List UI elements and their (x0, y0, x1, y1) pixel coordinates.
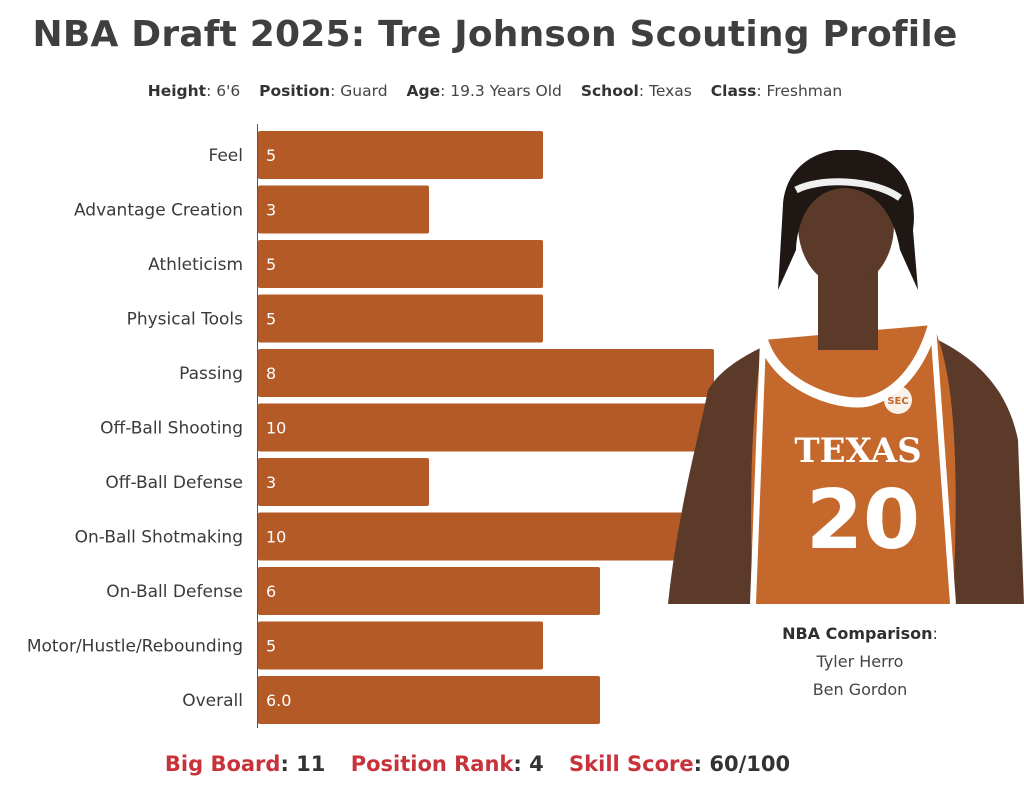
player-photo: SEC TEXAS 20 (668, 150, 1024, 604)
value-label-off-ball-defense: 3 (266, 473, 276, 492)
category-label-physical-tools: Physical Tools (127, 310, 244, 330)
bar-feel (258, 131, 543, 179)
bar-off-ball-shooting (258, 403, 828, 452)
value-label-off-ball-shooting: 10 (266, 419, 286, 438)
comparison-player-1: Tyler Herro (816, 652, 904, 671)
footer-skill-score: Skill Score: 60/100 (569, 752, 791, 776)
value-label-passing: 8 (266, 364, 276, 383)
jersey-text: TEXAS (794, 431, 921, 471)
badge-text: SEC (887, 396, 908, 407)
value-label-feel: 5 (266, 146, 276, 165)
value-label-on-ball-defense: 6 (266, 582, 276, 601)
bar-advantage-creation (258, 185, 429, 234)
profile-meta: Height: 6'6 Position: Guard Age: 19.3 Ye… (0, 82, 990, 100)
meta-school: School: Texas (580, 82, 692, 100)
bar-overall (258, 676, 600, 724)
comparison-player-2: Ben Gordon (812, 680, 908, 699)
meta-class: Class: Freshman (710, 82, 843, 100)
category-label-on-ball-shotmaking: On-Ball Shotmaking (75, 528, 243, 548)
comparison-heading: NBA Comparison: (782, 624, 938, 643)
bar-athleticism (258, 240, 543, 288)
category-label-feel: Feel (209, 146, 244, 166)
category-label-off-ball-shooting: Off-Ball Shooting (100, 419, 243, 439)
meta-height: Height: 6'6 (147, 82, 241, 100)
conference-badge (884, 386, 912, 414)
page-title: NBA Draft 2025: Tre Johnson Scouting Pro… (32, 14, 958, 55)
footer-stats: Big Board: 11 Position Rank: 4 Skill Sco… (0, 752, 955, 776)
meta-age: Age: 19.3 Years Old (406, 82, 562, 100)
category-label-on-ball-defense: On-Ball Defense (106, 582, 243, 602)
value-label-on-ball-shotmaking: 10 (266, 528, 286, 547)
bar-physical-tools (258, 294, 543, 343)
meta-position: Position: Guard (259, 82, 388, 100)
category-label-athleticism: Athleticism (148, 255, 243, 275)
nba-comparison: NBA Comparison: Tyler Herro Ben Gordon (720, 620, 1000, 704)
footer-position-rank: Position Rank: 4 (350, 752, 544, 776)
value-label-physical-tools: 5 (266, 310, 276, 329)
value-label-overall: 6.0 (266, 691, 291, 710)
bar-motor-hustle-rebounding (258, 621, 543, 670)
player-head (778, 150, 918, 350)
footer-big-board: Big Board: 11 (164, 752, 326, 776)
value-label-advantage-creation: 3 (266, 201, 276, 220)
value-label-athleticism: 5 (266, 255, 276, 274)
jersey-number: 20 (806, 473, 920, 568)
category-label-advantage-creation: Advantage Creation (74, 201, 243, 221)
value-label-motor-hustle-rebounding: 5 (266, 637, 276, 656)
bar-off-ball-defense (258, 458, 429, 506)
bar-passing (258, 349, 714, 397)
category-label-overall: Overall (182, 691, 243, 711)
category-label-off-ball-defense: Off-Ball Defense (105, 473, 243, 493)
category-label-passing: Passing (179, 364, 243, 384)
bar-on-ball-defense (258, 567, 600, 615)
category-label-motor-hustle-rebounding: Motor/Hustle/Rebounding (27, 637, 243, 657)
